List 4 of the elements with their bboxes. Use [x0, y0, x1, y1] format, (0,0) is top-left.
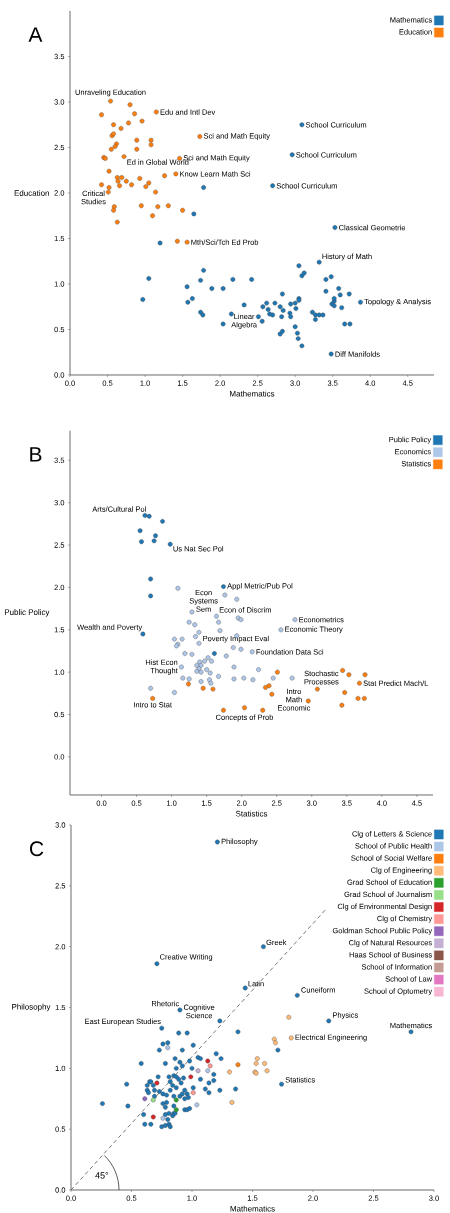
text: B: [30, 447, 42, 462]
text: A: [28, 27, 43, 42]
text: C: [30, 841, 44, 857]
annotation: 45°: [95, 1172, 109, 1179]
